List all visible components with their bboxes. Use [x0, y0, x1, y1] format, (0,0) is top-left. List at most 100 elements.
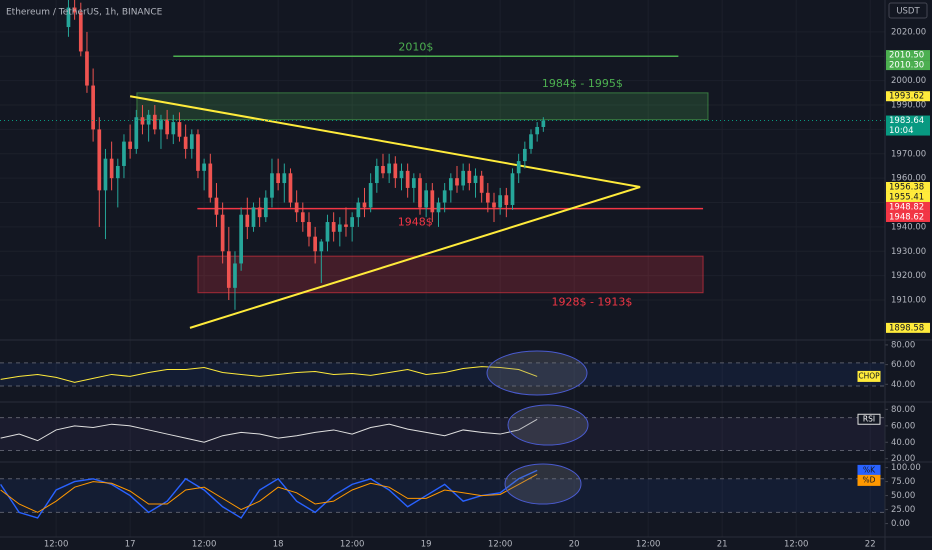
candle-body — [140, 117, 145, 125]
price-label: 1955.41 — [889, 192, 924, 202]
legend-tag — [857, 370, 881, 382]
legend-tag — [857, 413, 881, 425]
x-tick-label: 12:00 — [192, 540, 217, 550]
candle-body — [134, 117, 139, 149]
x-tick-label: 18 — [273, 540, 284, 550]
candle-body — [325, 222, 330, 242]
y-tick-label: 1920.00 — [891, 271, 926, 281]
legend-label: CHOP — [858, 371, 880, 380]
candle-body — [177, 122, 182, 137]
candle-body — [504, 195, 509, 205]
band-fill — [0, 362, 885, 387]
price-label-box — [886, 91, 930, 102]
price-label-box — [886, 201, 930, 212]
y-tick-label: 20.00 — [891, 454, 915, 464]
band-fill — [0, 417, 885, 451]
candle-body — [251, 207, 256, 227]
candle-body — [350, 217, 354, 227]
candle-body — [220, 214, 225, 252]
candle-body — [115, 165, 120, 179]
candle-body — [288, 173, 293, 203]
candle-body — [362, 202, 367, 208]
y-tick-label: 1970.00 — [891, 149, 926, 159]
candle-body — [455, 178, 459, 186]
highlight-circle — [486, 350, 588, 396]
chart-title: Ethereum / TetherUS, 1h, BINANCE — [6, 8, 163, 18]
candle-body — [424, 190, 429, 208]
price-label: 1983.64 — [889, 116, 924, 126]
y-tick-label: 60.00 — [891, 421, 915, 431]
candle-body — [208, 163, 213, 198]
zone-label: 1984$ - 1995$ — [542, 77, 623, 90]
candle-body — [436, 202, 441, 213]
y-tick-label: 100.00 — [891, 463, 921, 473]
candle-body — [128, 141, 132, 149]
currency[interactable]: USDT — [896, 7, 920, 17]
y-tick-label: 1910.00 — [891, 296, 926, 306]
candle-body — [541, 120, 546, 127]
candle-body — [510, 173, 515, 205]
grid — [0, 0, 885, 537]
currency-box[interactable] — [888, 2, 928, 19]
x-tick-label: 12:00 — [784, 540, 809, 550]
level-label: 1948$ — [398, 216, 433, 229]
price-label: 1898.58 — [889, 323, 924, 333]
candle-body — [282, 173, 287, 184]
annotations: 1984$ - 1995$ 1928$ - 1913$ 2010$ 1948$ — [129, 40, 709, 329]
candle-body — [146, 114, 151, 125]
y-tick-label: 75.00 — [891, 477, 915, 487]
zone-label: 1928$ - 1913$ — [551, 296, 632, 309]
y-tick-label: 2000.00 — [891, 76, 926, 86]
band-fill — [0, 478, 885, 513]
indicator-line — [0, 469, 538, 519]
price-label: 1993.62 — [889, 92, 924, 102]
legend-label: %D — [863, 475, 876, 484]
candle-body — [239, 214, 243, 264]
candle-body — [331, 222, 336, 232]
price-label-box — [886, 181, 930, 192]
candle-body — [72, 7, 77, 13]
countdown: 10:04 — [889, 126, 914, 136]
y-tick-label: 1940.00 — [891, 222, 926, 232]
candle-body — [300, 212, 305, 223]
candle-body — [467, 170, 472, 184]
candle-body — [368, 183, 373, 208]
candle-body — [374, 165, 379, 184]
price-label: 1948.82 — [889, 202, 924, 212]
x-tick-label: 12:00 — [44, 540, 69, 550]
candle-body — [165, 119, 169, 135]
candle-body — [313, 236, 317, 252]
price-label-box — [886, 211, 930, 222]
price-label-box — [886, 115, 930, 136]
candle-body — [535, 126, 540, 135]
x-tick-label: 12:00 — [488, 540, 513, 550]
candle-body — [103, 158, 108, 191]
legend-tag — [857, 474, 881, 486]
y-tick-label: 40.00 — [891, 380, 915, 390]
indicator-line — [0, 366, 538, 383]
y-tick-label: 80.00 — [891, 340, 915, 350]
price-label-box — [886, 322, 930, 333]
candle-body — [356, 202, 361, 218]
y-tick-label: 40.00 — [891, 438, 915, 448]
x-tick-label: 12:00 — [340, 540, 365, 550]
candle-body — [485, 192, 490, 203]
indicators: 40.00 60.00 80.00 CHOP 20.00 40.00 60.00 80.00 R… — [0, 340, 921, 529]
price-label: 1948.62 — [889, 212, 924, 222]
candle-body — [399, 170, 404, 179]
candle-body — [109, 158, 114, 179]
y-tick-label: 0.00 — [891, 519, 910, 529]
candle-body — [226, 251, 231, 288]
y-tick-label: 1990.00 — [891, 101, 926, 111]
highlight-circle — [504, 463, 582, 505]
candle-body — [257, 207, 262, 218]
candle-body — [492, 202, 496, 208]
candle-body — [202, 163, 206, 171]
candle-body — [498, 195, 503, 208]
candle-body — [381, 165, 385, 174]
price-axis: 12:00 17 12:00 18 12:00 19 12:00 20 12:00 21 12:00… — [44, 27, 930, 550]
candle-body — [319, 241, 324, 252]
candle-body — [479, 175, 484, 193]
candle-body — [448, 178, 453, 191]
